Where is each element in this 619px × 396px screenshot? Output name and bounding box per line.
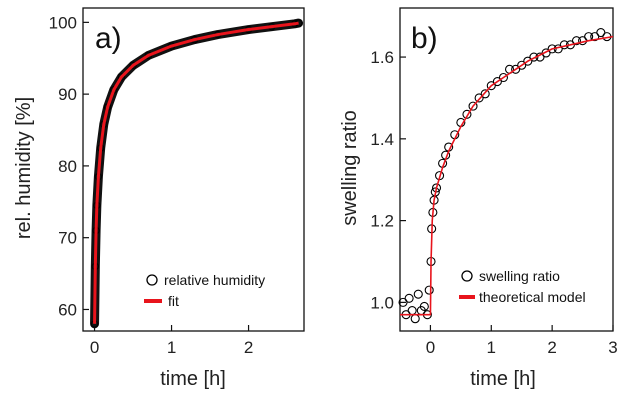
panel-b-y-axis-label: swelling ratio — [339, 110, 361, 226]
y-tick-label: 80 — [58, 157, 77, 176]
panel-b-plot-frame — [399, 7, 614, 332]
data-point — [596, 27, 606, 38]
panel-b-y-tick-labels: 1.0 1.2 1.4 1.6 — [370, 48, 394, 312]
y-tick-label: 90 — [58, 85, 77, 104]
data-point — [404, 293, 414, 303]
panel-a-legend-label-2: fit — [168, 293, 179, 309]
data-point — [407, 306, 417, 316]
panel-b-ticks — [400, 56, 614, 331]
x-tick-label: 1 — [167, 338, 176, 357]
y-tick-label: 70 — [58, 229, 77, 248]
x-tick-label: 2 — [547, 338, 556, 357]
data-point — [413, 289, 423, 299]
data-point — [419, 301, 429, 312]
panel-b-legend: swelling ratio theoretical model — [459, 268, 586, 305]
data-point — [523, 56, 533, 66]
theoretical-model-line — [400, 35, 614, 316]
data-point — [129, 61, 137, 70]
data-point — [571, 36, 582, 46]
data-point — [424, 285, 434, 295]
panel-a-legend: relative humidity fit — [144, 272, 265, 309]
y-tick-label: 1.0 — [370, 293, 394, 312]
data-point — [410, 314, 420, 324]
data-point — [486, 81, 496, 91]
data-point — [565, 40, 575, 50]
data-point — [541, 48, 551, 58]
data-point — [468, 101, 478, 111]
data-point — [590, 32, 600, 42]
data-point — [480, 89, 490, 99]
panel-b-legend-label-1: swelling ratio — [479, 268, 560, 284]
y-tick-label: 100 — [49, 13, 77, 32]
x-tick-label: 0 — [90, 338, 99, 357]
data-point — [529, 52, 539, 62]
panel-b-marks — [398, 27, 614, 324]
panel-a: 0 1 2 60 70 80 90 100 a) time [h] rel. humidit… — [13, 7, 305, 390]
panel-a-legend-marker — [146, 274, 158, 286]
panel-b-label: b) — [411, 22, 438, 55]
panel-b-legend-label-2: theoretical model — [479, 289, 586, 305]
x-tick-label: 3 — [608, 338, 617, 357]
data-point — [547, 44, 557, 54]
panel-a-legend-label-1: relative humidity — [164, 272, 265, 288]
y-tick-label: 60 — [58, 300, 77, 319]
panel-a-marks — [90, 18, 304, 329]
data-point — [398, 297, 408, 307]
panel-a-x-axis-label: time [h] — [160, 368, 226, 390]
panel-b: 0 1 2 3 1.0 1.2 1.4 1.6 b) time [h] swelling r… — [339, 7, 618, 390]
y-tick-label: 1.4 — [370, 130, 394, 149]
panel-a-y-axis-label: rel. humidity [%] — [13, 97, 35, 239]
data-point — [474, 93, 484, 103]
fit-line — [93, 21, 299, 324]
panel-a-x-tick-labels: 0 1 2 — [90, 338, 253, 357]
data-point — [511, 64, 521, 74]
x-tick-label: 1 — [487, 338, 496, 357]
y-tick-label: 1.6 — [370, 48, 394, 67]
panel-a-y-tick-labels: 60 70 80 90 100 — [49, 13, 77, 319]
x-tick-label: 0 — [426, 338, 435, 357]
data-point — [492, 77, 502, 87]
y-tick-label: 1.2 — [370, 212, 394, 231]
panel-a-label: a) — [95, 22, 122, 55]
data-point — [462, 109, 472, 119]
panel-b-legend-marker — [461, 270, 473, 282]
panel-b-x-tick-labels: 0 1 2 3 — [426, 338, 618, 357]
data-point — [517, 60, 527, 70]
data-point — [117, 73, 126, 81]
panel-b-x-axis-label: time [h] — [470, 368, 536, 390]
panel-a-plot-frame — [82, 7, 305, 332]
data-point — [498, 72, 509, 83]
x-tick-label: 2 — [244, 338, 253, 357]
